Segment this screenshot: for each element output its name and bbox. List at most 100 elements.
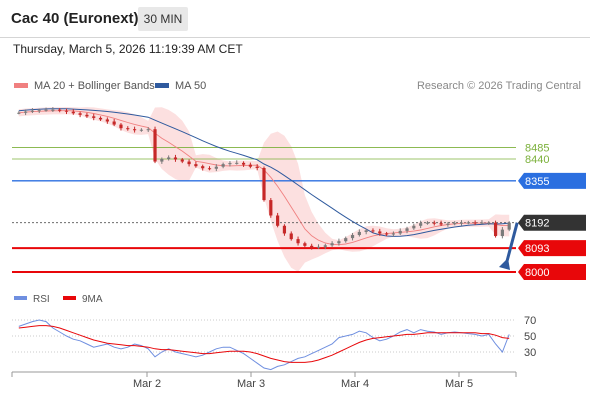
candle-body — [64, 110, 69, 112]
candle-body — [44, 109, 48, 111]
header-divider — [0, 37, 590, 38]
candle-body — [241, 162, 246, 165]
level-label-8485: 8485 — [525, 142, 549, 154]
candle-body — [303, 243, 307, 246]
candle-body — [255, 166, 259, 168]
candle-body — [276, 215, 280, 226]
candle-body — [493, 222, 498, 237]
candle-body — [357, 231, 361, 236]
legend-ma50: MA 50 — [155, 80, 206, 92]
candle-body — [146, 129, 150, 131]
candle-body — [391, 233, 396, 235]
candle-body — [194, 164, 198, 167]
candles — [17, 107, 511, 250]
candle-body — [17, 112, 21, 114]
candle-body — [262, 167, 266, 201]
candle-body — [51, 109, 55, 111]
candle-body — [269, 200, 273, 216]
forecast-arrow-head — [499, 258, 510, 270]
candle-body — [432, 222, 436, 224]
candle-body — [85, 114, 89, 117]
ma9-swatch — [63, 296, 76, 301]
candle-body — [419, 223, 423, 226]
candle-body — [248, 164, 252, 167]
level-tag-8355 — [518, 172, 586, 189]
candle-body — [405, 228, 409, 231]
datetime-label: Thursday, March 5, 2026 11:19:39 AM CET — [13, 42, 243, 56]
candle-body — [207, 168, 212, 170]
candle-body — [316, 246, 321, 248]
candle-body — [30, 110, 35, 112]
x-tick-label-3: Mar 5 — [445, 378, 473, 390]
candle-body — [126, 128, 130, 130]
candle-body — [323, 245, 327, 247]
candle-body — [330, 243, 334, 246]
ma50-swatch — [155, 82, 169, 88]
candle-body — [439, 223, 443, 225]
level-tag-8093 — [518, 240, 586, 257]
candle-body — [160, 159, 164, 162]
candle-body — [214, 166, 218, 169]
chart-header: Cac 40 (Euronext) 30 MIN — [0, 0, 590, 38]
candle-body — [459, 222, 464, 224]
candle-body — [167, 157, 171, 159]
candle-body — [398, 230, 402, 234]
candle-body — [480, 222, 484, 224]
candle-body — [58, 109, 62, 111]
candle-body — [364, 230, 368, 232]
timeframe-button[interactable]: 30 MIN — [138, 7, 188, 31]
candle-body — [173, 157, 178, 160]
candle-body — [378, 231, 382, 234]
candle-body — [235, 162, 239, 164]
legend-rsi-label: RSI — [33, 294, 50, 305]
candle-body — [24, 111, 28, 113]
candle-body — [350, 235, 355, 239]
candle-body — [466, 222, 470, 224]
rsi-ma9-line — [18, 325, 510, 363]
rsi-swatch — [14, 296, 27, 301]
candle-body — [487, 222, 491, 224]
candle-body — [337, 241, 341, 244]
rsi-line — [18, 319, 510, 371]
candle-body — [310, 245, 314, 248]
rsi-tick-30: 30 — [524, 347, 536, 359]
instrument-title: Cac 40 (Euronext) — [11, 10, 139, 27]
candle-body — [98, 117, 103, 120]
level-label-8355: 8355 — [525, 176, 549, 188]
legend-rsi: RSI — [14, 294, 50, 305]
ma50-line — [18, 108, 510, 237]
level-label-8192: 8192 — [525, 218, 549, 230]
candle-body — [282, 225, 287, 234]
legend-ma20: MA 20 + Bollinger Bands — [14, 80, 155, 92]
rsi-tick-50: 50 — [524, 331, 536, 343]
candle-body — [453, 223, 457, 225]
candle-body — [384, 233, 389, 235]
candle-body — [187, 161, 191, 165]
legend-ma9: 9MA — [63, 294, 103, 305]
candle-body — [153, 129, 157, 162]
candle-body — [507, 222, 511, 230]
rsi-tick-70: 70 — [524, 315, 536, 327]
candle-body — [446, 223, 450, 225]
x-tick-label-0: Mar 2 — [133, 378, 161, 390]
candle-body — [371, 230, 375, 232]
candle-body — [112, 121, 116, 125]
candle-body — [500, 229, 504, 237]
legend-ma50-label: MA 50 — [175, 80, 207, 92]
legend-ma9-label: 9MA — [82, 294, 103, 305]
candle-body — [201, 166, 205, 169]
candle-body — [92, 116, 96, 118]
candle-body — [139, 129, 144, 131]
credit-label: Research © 2026 Trading Central — [416, 80, 581, 92]
x-tick-label-2: Mar 4 — [341, 378, 369, 390]
ma20-swatch — [14, 82, 28, 88]
level-label-8093: 8093 — [525, 243, 549, 255]
level-tag-8192 — [518, 214, 586, 231]
level-label-8440: 8440 — [525, 154, 549, 166]
candle-body — [296, 239, 300, 244]
candle-body — [412, 225, 416, 229]
forecast-arrow-shaft — [504, 222, 519, 266]
x-tick-label-1: Mar 3 — [237, 378, 265, 390]
candle-body — [37, 110, 41, 112]
